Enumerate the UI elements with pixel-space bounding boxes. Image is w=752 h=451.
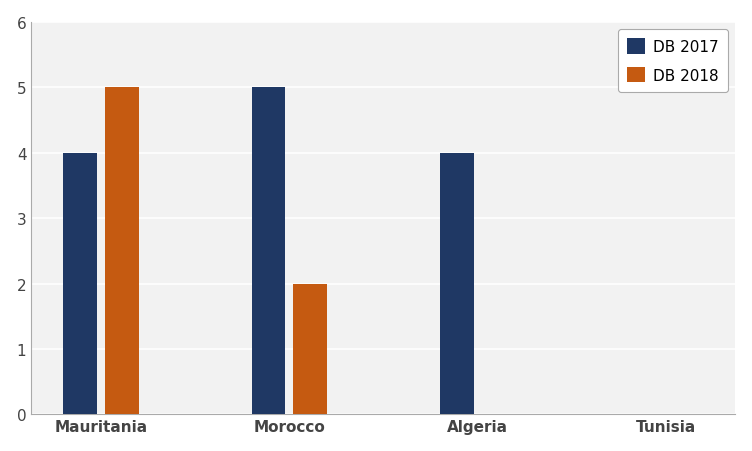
Bar [105,88,138,414]
Bar [293,284,327,414]
Bar [63,153,97,414]
Bar [440,153,474,414]
Bar [251,88,286,414]
Legend: DB 2017, DB 2018: DB 2017, DB 2018 [617,30,728,92]
